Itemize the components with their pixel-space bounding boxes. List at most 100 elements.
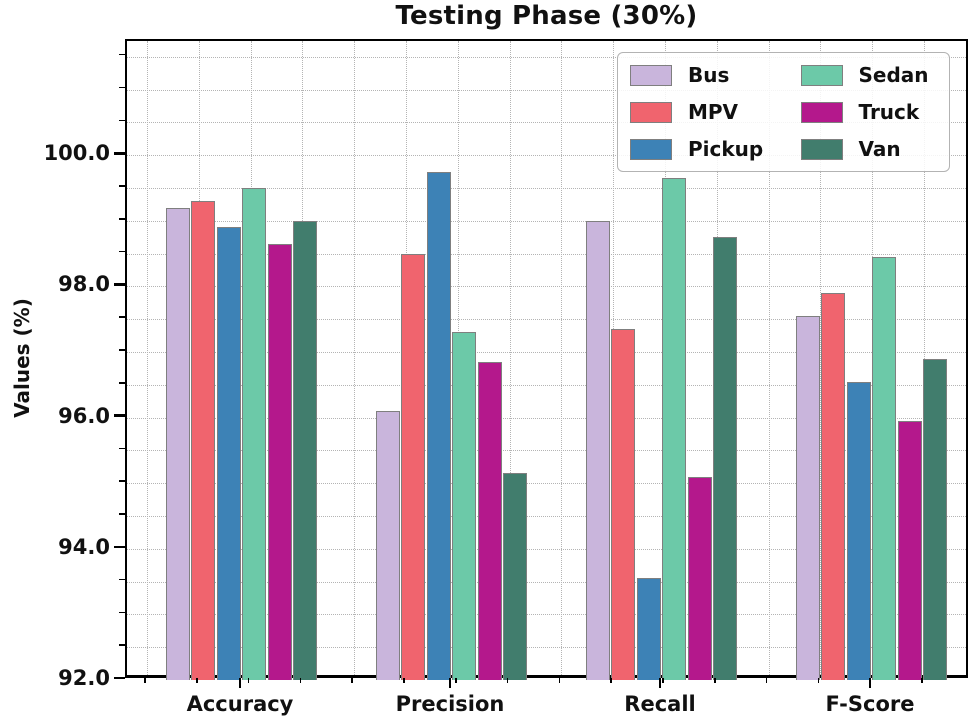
bar-van-accuracy bbox=[293, 220, 317, 680]
y-tick-label: 96.0 bbox=[58, 403, 110, 428]
x-minor-tick bbox=[455, 678, 457, 683]
y-minor-tick bbox=[119, 53, 125, 56]
x-minor-tick bbox=[817, 678, 820, 683]
legend-swatch-pickup bbox=[630, 138, 672, 160]
bar-pickup-f-score bbox=[846, 381, 871, 680]
h-gridline bbox=[127, 319, 966, 321]
x-major-tick bbox=[658, 678, 662, 688]
y-minor-tick bbox=[119, 480, 125, 482]
h-gridline bbox=[127, 122, 966, 124]
x-minor-tick bbox=[196, 678, 198, 683]
h-gridline bbox=[127, 155, 966, 157]
bar-sedan-f-score bbox=[872, 256, 896, 680]
bar-truck-precision bbox=[477, 361, 502, 680]
legend-column: Bus MPV Pickup bbox=[630, 63, 767, 161]
h-gridline bbox=[127, 220, 966, 222]
legend-swatch-truck bbox=[800, 101, 843, 123]
h-gridline bbox=[127, 483, 966, 485]
y-minor-tick bbox=[119, 316, 125, 318]
x-minor-tick bbox=[558, 678, 561, 683]
bar-sedan-precision bbox=[452, 332, 476, 680]
bar-bus-f-score bbox=[795, 315, 820, 680]
legend-swatch-sedan bbox=[800, 64, 843, 86]
bar-bus-recall bbox=[585, 220, 610, 680]
h-gridline bbox=[127, 647, 966, 649]
y-tick-label: 92.0 bbox=[58, 666, 110, 690]
y-minor-tick bbox=[119, 578, 125, 581]
v-gridline bbox=[768, 41, 770, 675]
chart-title: Testing Phase (30%) bbox=[395, 1, 698, 31]
y-major-tick bbox=[114, 152, 125, 155]
legend: Bus MPV Pickup Sedan Truck Van bbox=[617, 52, 950, 172]
bar-truck-recall bbox=[687, 476, 712, 680]
h-gridline bbox=[127, 548, 966, 550]
y-minor-tick bbox=[119, 250, 125, 253]
legend-swatch-mpv bbox=[630, 101, 672, 123]
x-minor-tick bbox=[506, 678, 509, 683]
x-tick-label-f-score: F-Score bbox=[825, 692, 915, 716]
x-minor-tick bbox=[299, 678, 302, 683]
v-gridline bbox=[509, 41, 511, 675]
y-minor-tick bbox=[119, 86, 125, 89]
legend-label-sedan: Sedan bbox=[858, 63, 929, 87]
bar-truck-accuracy bbox=[267, 243, 292, 680]
h-gridline bbox=[127, 188, 966, 189]
h-gridline bbox=[127, 516, 966, 517]
legend-item-pickup: Pickup bbox=[630, 137, 767, 161]
x-minor-tick bbox=[869, 678, 871, 683]
x-minor-tick bbox=[714, 678, 716, 683]
h-gridline bbox=[127, 581, 966, 583]
x-major-tick bbox=[238, 678, 242, 688]
y-major-tick bbox=[114, 414, 125, 417]
x-major-tick bbox=[868, 678, 872, 688]
y-tick-label: 94.0 bbox=[58, 534, 110, 559]
h-gridline bbox=[127, 253, 966, 255]
y-tick-label: 98.0 bbox=[58, 272, 110, 297]
y-major-tick bbox=[114, 676, 125, 680]
bar-sedan-recall bbox=[662, 178, 686, 680]
h-gridline bbox=[127, 352, 966, 353]
x-tick-label-accuracy: Accuracy bbox=[186, 692, 294, 716]
bar-truck-f-score bbox=[897, 420, 922, 680]
legend-item-truck: Truck bbox=[800, 100, 938, 124]
x-minor-tick bbox=[610, 678, 612, 683]
legend-column: Sedan Truck Van bbox=[800, 63, 938, 161]
bar-mpv-accuracy bbox=[191, 201, 215, 680]
legend-label-bus: Bus bbox=[688, 63, 730, 87]
y-major-tick bbox=[114, 545, 125, 549]
x-minor-tick bbox=[921, 678, 923, 683]
v-gridline bbox=[820, 41, 822, 675]
h-gridline bbox=[127, 417, 966, 419]
y-minor-tick bbox=[119, 382, 125, 384]
legend-item-bus: Bus bbox=[630, 63, 767, 87]
h-gridline bbox=[127, 384, 966, 386]
legend-item-mpv: MPV bbox=[630, 100, 767, 124]
legend-item-sedan: Sedan bbox=[800, 63, 938, 87]
bar-mpv-recall bbox=[611, 329, 635, 680]
bar-mpv-f-score bbox=[821, 292, 845, 680]
h-gridline bbox=[127, 56, 966, 58]
bar-van-recall bbox=[713, 237, 737, 680]
y-minor-tick bbox=[119, 218, 125, 220]
x-minor-tick bbox=[144, 678, 146, 683]
y-major-tick bbox=[114, 283, 125, 286]
legend-label-mpv: MPV bbox=[688, 100, 739, 124]
x-tick-label-recall: Recall bbox=[624, 692, 696, 716]
bar-pickup-precision bbox=[426, 171, 451, 680]
y-axis-label: Values (%) bbox=[10, 298, 34, 418]
h-gridline bbox=[127, 614, 966, 616]
y-minor-tick bbox=[119, 513, 125, 515]
y-minor-tick bbox=[119, 119, 125, 122]
h-gridline bbox=[127, 89, 966, 91]
x-tick-label-precision: Precision bbox=[395, 692, 505, 716]
y-tick-label: 100.0 bbox=[43, 141, 110, 166]
x-minor-tick bbox=[765, 678, 768, 683]
x-minor-tick bbox=[247, 678, 250, 683]
y-minor-tick bbox=[119, 611, 125, 614]
y-minor-tick bbox=[119, 185, 125, 187]
x-minor-tick bbox=[403, 678, 405, 683]
y-minor-tick bbox=[119, 644, 125, 646]
h-gridline bbox=[127, 286, 966, 288]
v-gridline bbox=[147, 41, 148, 675]
legend-label-van: Van bbox=[858, 137, 901, 161]
